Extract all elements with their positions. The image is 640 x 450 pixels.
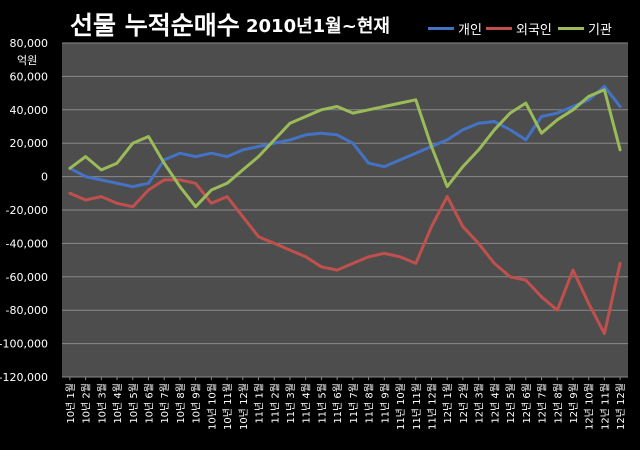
y-tick-label: -120,000 (0, 371, 48, 384)
x-tick-label: 10년 7월 (159, 383, 171, 424)
x-tick-label: 10년 9월 (191, 383, 203, 424)
x-tick-label: 12년 5월 (505, 383, 517, 424)
x-tick-label: 12년 9월 (568, 383, 580, 424)
legend-swatch-foreigner (486, 27, 512, 30)
x-tick-label: 10년 5월 (128, 383, 140, 424)
y-tick-label: -100,000 (0, 338, 48, 351)
legend-label-individual: 개인 (458, 23, 482, 38)
y-tick-label: -40,000 (6, 237, 48, 250)
x-tick-label: 11년 1월 (254, 383, 266, 424)
x-tick-label: 12년 1월 (442, 383, 454, 424)
y-tick-label: -20,000 (6, 204, 48, 217)
x-tick-label: 10년 8월 (175, 383, 187, 424)
y-axis-unit-label: 억원 (17, 54, 38, 67)
y-tick-label: 60,000 (10, 70, 49, 83)
legend-label-institution: 기관 (588, 23, 612, 38)
x-tick-label: 12년 10월 (584, 383, 596, 430)
x-tick-label: 12년 4월 (489, 383, 501, 424)
x-tick-label: 11년 2월 (269, 383, 281, 424)
x-tick-label: 12년 8월 (552, 383, 564, 424)
x-tick-label: 12년 7월 (537, 383, 549, 424)
x-tick-label: 12년 3월 (474, 383, 486, 424)
series-line-foreigner (68, 178, 622, 336)
legend-item-individual: 개인 (428, 19, 482, 38)
x-tick-label: 11년 11월 (411, 383, 423, 430)
legend-item-foreigner: 외국인 (486, 19, 552, 38)
legend-label-foreigner: 외국인 (516, 23, 552, 38)
legend-item-institution: 기관 (558, 19, 612, 38)
x-tick-label: 10년 1월 (65, 383, 77, 424)
x-tick-label: 11년 7월 (348, 383, 360, 424)
series-line-institution (68, 88, 622, 209)
x-tick-label: 10년 12월 (238, 383, 250, 430)
x-tick-label: 11년 5월 (316, 383, 328, 424)
x-tick-label: 10년 3월 (96, 383, 108, 424)
y-tick-label: 80,000 (10, 37, 49, 50)
x-tick-label: 11년 8월 (364, 383, 376, 424)
x-tick-label: 12년 11월 (599, 383, 611, 430)
x-tick-label: 11년 9월 (379, 383, 391, 424)
chart-subtitle: 2010년1월~현재 (246, 16, 390, 37)
x-tick-label: 11년 10월 (395, 383, 407, 430)
legend-swatch-institution (558, 27, 584, 30)
series-line-individual (68, 84, 622, 189)
x-tick-label: 12년 12월 (615, 383, 627, 430)
x-tick-label: 10년 6월 (143, 383, 155, 424)
y-tick-label: -80,000 (6, 304, 48, 317)
y-tick-label: -60,000 (6, 271, 48, 284)
y-tick-label: 40,000 (10, 104, 49, 117)
x-tick-label: 11년 3월 (285, 383, 297, 424)
x-tick-label: 10년 10월 (206, 383, 218, 430)
legend-swatch-individual (428, 27, 454, 30)
y-tick-label: 0 (41, 171, 48, 184)
x-tick-label: 12년 6월 (521, 383, 533, 424)
x-tick-label: 11년 12월 (426, 383, 438, 430)
x-tick-label: 11년 4월 (301, 383, 313, 424)
x-tick-label: 11년 6월 (332, 383, 344, 424)
chart-title: 선물 누적순매수 (70, 11, 240, 40)
y-tick-label: 20,000 (10, 137, 49, 150)
x-tick-label: 10년 11월 (222, 383, 234, 430)
x-tick-label: 10년 2월 (81, 383, 93, 424)
x-tick-label: 12년 2월 (458, 383, 470, 424)
x-tick-label: 10년 4월 (112, 383, 124, 424)
